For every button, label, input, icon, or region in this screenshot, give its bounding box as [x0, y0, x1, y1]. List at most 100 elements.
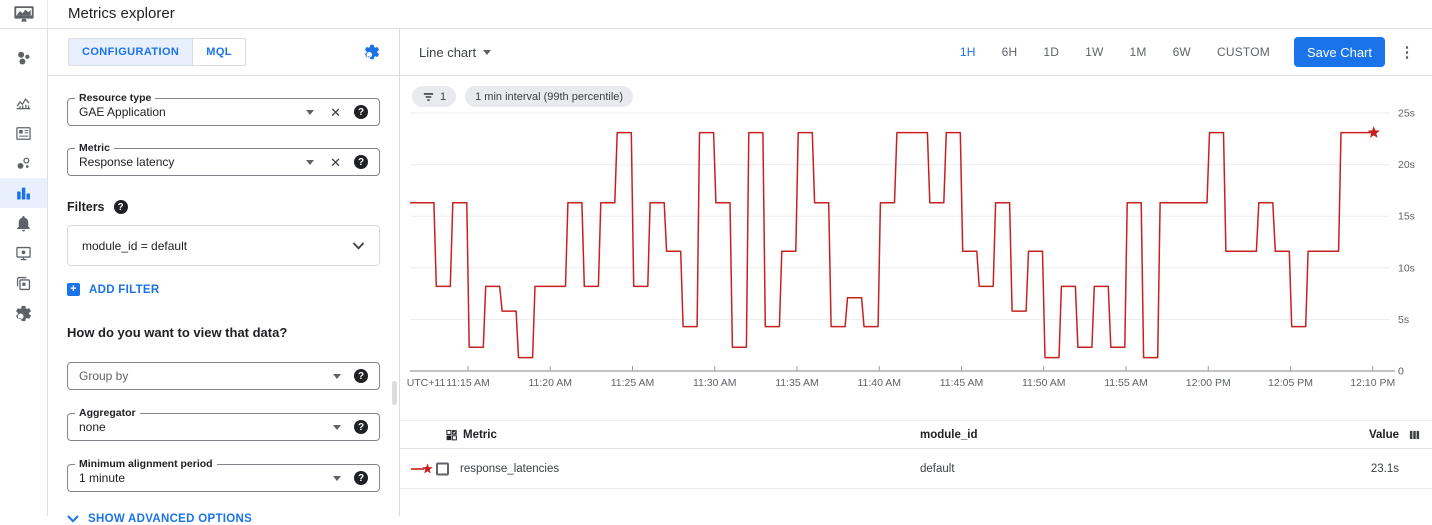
filter-icon [423, 92, 434, 101]
aggregator-value: none [79, 420, 106, 434]
group-by-field[interactable]: Group by ? [67, 362, 380, 390]
time-range-6h[interactable]: 6H [1001, 45, 1018, 59]
time-range-1d[interactable]: 1D [1043, 45, 1060, 59]
alignment-period-value: 1 minute [79, 471, 126, 485]
help-icon[interactable]: ? [354, 471, 368, 485]
aggregator-label: Aggregator [75, 408, 140, 419]
y-axis-label: 25s [1398, 108, 1415, 120]
plus-icon: + [67, 283, 80, 296]
filter-count: 1 [440, 90, 447, 103]
x-axis-label: 11:20 AM [528, 377, 572, 389]
groups-icon [14, 274, 33, 293]
table-select-icon[interactable] [445, 428, 458, 441]
show-advanced-options-button[interactable]: SHOW ADVANCED OPTIONS [67, 513, 380, 525]
nav-item-metrics[interactable] [0, 88, 47, 118]
config-settings-gear-icon[interactable] [363, 43, 381, 61]
chart-type-selector[interactable]: Line chart [419, 44, 492, 60]
nav-item-monitoring-overview[interactable] [0, 43, 47, 73]
time-range-1w[interactable]: 1W [1085, 45, 1104, 59]
column-header-metric[interactable]: Metric [463, 428, 497, 441]
nav-item-dashboards[interactable] [0, 118, 47, 148]
column-header-module-id[interactable]: module_id [920, 428, 978, 441]
column-header-value[interactable]: Value [1368, 428, 1399, 441]
dropdown-arrow-icon[interactable] [333, 424, 341, 430]
nav-item-services[interactable] [0, 148, 47, 178]
help-icon[interactable]: ? [354, 369, 368, 383]
aggregator-field[interactable]: Aggregator none ? [67, 408, 380, 441]
save-chart-button[interactable]: Save Chart [1293, 37, 1385, 67]
clear-icon[interactable]: ✕ [330, 104, 341, 120]
x-axis-label: 12:10 PM [1350, 377, 1395, 389]
dropdown-arrow-icon[interactable] [333, 475, 341, 481]
tab-configuration[interactable]: CONFIGURATION [69, 39, 193, 65]
uptime-checks-icon [14, 244, 33, 263]
dropdown-arrow-icon [483, 49, 492, 55]
dropdown-arrow-icon[interactable] [306, 109, 315, 115]
nav-rail [0, 29, 48, 516]
table-row[interactable]: response_latencies default 23.1s [400, 449, 1432, 489]
filter-expression[interactable]: module_id = default [67, 225, 380, 266]
metrics-explorer-icon [14, 184, 33, 203]
app-header: Metrics explorer [0, 0, 1432, 29]
series-legend-mark [411, 463, 433, 475]
x-axis-label: 11:35 AM [775, 377, 819, 389]
metric-field[interactable]: Metric Response latency ✕ ? [67, 143, 380, 176]
more-options-icon[interactable]: ⋮ [1399, 44, 1415, 61]
y-axis-label: 15s [1398, 211, 1415, 223]
page-title: Metrics explorer [68, 5, 175, 22]
chip-row: 1 1 min interval (99th percentile) [400, 76, 1432, 107]
x-axis-label: 11:55 AM [1104, 377, 1148, 389]
chart-header: Line chart 1H 6H 1D 1W 1M 6W CUSTOM Save Chart… [400, 29, 1432, 76]
metrics-table: Metric module_id Value response_latencie… [400, 420, 1432, 489]
help-icon[interactable]: ? [113, 200, 128, 214]
columns-icon[interactable] [1408, 428, 1421, 441]
resource-type-field[interactable]: Resource type GAE Application ✕ ? [67, 93, 380, 126]
tab-mql[interactable]: MQL [192, 39, 245, 65]
row-value: 23.1s [1370, 462, 1399, 475]
filters-label: Filters [67, 200, 105, 214]
time-range-1h[interactable]: 1H [959, 45, 976, 59]
add-filter-button[interactable]: + ADD FILTER [67, 283, 380, 296]
nav-item-groups[interactable] [0, 268, 47, 298]
metric-label: Metric [75, 143, 114, 154]
configuration-header: CONFIGURATION MQL [48, 29, 399, 76]
show-advanced-options-label: SHOW ADVANCED OPTIONS [88, 513, 253, 525]
filter-count-chip[interactable]: 1 [412, 86, 457, 107]
metric-value: Response latency [79, 155, 175, 169]
time-range-group: 1H 6H 1D 1W 1M 6W CUSTOM [947, 45, 1283, 59]
time-range-custom[interactable]: CUSTOM [1216, 45, 1270, 59]
chart-type-label: Line chart [419, 44, 477, 60]
row-metric-name: response_latencies [460, 462, 560, 475]
dropdown-arrow-icon[interactable] [333, 373, 341, 379]
chevron-down-icon[interactable] [352, 241, 365, 250]
x-axis-label: 11:25 AM [611, 377, 655, 389]
help-icon[interactable]: ? [354, 155, 368, 169]
group-by-placeholder: Group by [79, 369, 129, 383]
monitoring-logo[interactable] [0, 0, 48, 28]
nav-item-settings[interactable] [0, 298, 47, 328]
time-range-6w[interactable]: 6W [1172, 45, 1191, 59]
interval-chip[interactable]: 1 min interval (99th percentile) [465, 86, 634, 107]
nav-item-uptime-checks[interactable] [0, 238, 47, 268]
y-axis-label: 20s [1398, 159, 1415, 171]
series-line [410, 131, 1374, 359]
x-axis-label: 11:50 AM [1022, 377, 1066, 389]
config-scrollbar[interactable] [392, 381, 397, 405]
help-icon[interactable]: ? [354, 105, 368, 119]
interval-chip-label: 1 min interval (99th percentile) [475, 90, 624, 103]
series-end-star-icon [1367, 126, 1380, 138]
dashboards-icon [14, 124, 33, 143]
x-axis-label: 12:05 PM [1268, 377, 1313, 389]
alignment-period-field[interactable]: Minimum alignment period 1 minute ? [67, 459, 380, 492]
clear-icon[interactable]: ✕ [330, 154, 341, 170]
row-checkbox[interactable] [436, 462, 449, 475]
line-chart[interactable]: 25s 20s 15s 10s 5s 0 UTC+11 11:15 AM 11:20 AM 11:… [400, 99, 1432, 399]
help-icon[interactable]: ? [354, 420, 368, 434]
alerting-icon [14, 214, 33, 233]
view-data-question: How do you want to view that data? [67, 325, 288, 340]
nav-item-metrics-explorer[interactable] [0, 178, 47, 208]
time-range-1m[interactable]: 1M [1129, 45, 1147, 59]
dropdown-arrow-icon[interactable] [306, 159, 315, 165]
config-tab-group: CONFIGURATION MQL [68, 38, 246, 66]
nav-item-alerting[interactable] [0, 208, 47, 238]
